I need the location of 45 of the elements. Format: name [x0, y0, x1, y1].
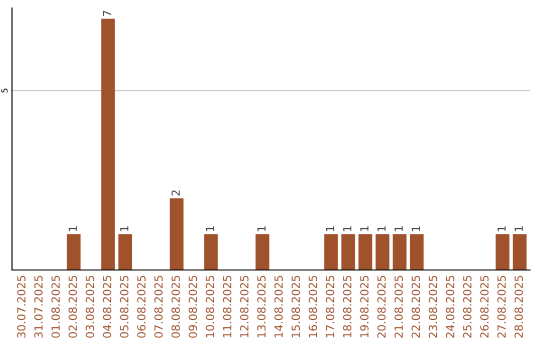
- x-tick-label: 05.08.2025: [120, 276, 128, 338]
- x-tick-label: 08.08.2025: [171, 276, 180, 338]
- data-label: 1: [326, 226, 334, 232]
- x-tick-label: 17.08.2025: [326, 276, 334, 338]
- x-tick-label: 10.08.2025: [206, 276, 214, 338]
- data-label: 1: [257, 226, 266, 232]
- x-tick-label: 03.08.2025: [86, 276, 94, 338]
- data-label: 2: [171, 190, 180, 196]
- x-tick-label: 06.08.2025: [137, 276, 146, 338]
- x-tick-label: 09.08.2025: [188, 276, 198, 338]
- data-label: 1: [120, 226, 128, 232]
- x-tick-label: 27.08.2025: [497, 276, 506, 338]
- x-tick-label: 23.08.2025: [428, 276, 438, 338]
- x-tick-label: 31.07.2025: [34, 276, 43, 338]
- x-tick-label: 02.08.2025: [68, 276, 77, 338]
- data-label: 1: [377, 226, 386, 232]
- x-tick-label: 20.08.2025: [377, 276, 386, 338]
- x-tick-label: 24.08.2025: [446, 276, 454, 338]
- x-tick-label: 14.08.2025: [274, 276, 283, 338]
- data-label: 1: [514, 226, 523, 232]
- x-tick-label: 22.08.2025: [412, 276, 420, 338]
- x-tick-label: 04.08.2025: [102, 276, 112, 338]
- x-tick-label: 13.08.2025: [257, 276, 266, 338]
- x-tick-label: 11.08.2025: [222, 276, 232, 338]
- x-tick-label: 16.08.2025: [308, 276, 318, 338]
- x-tick-label: 07.08.2025: [154, 276, 163, 338]
- data-label: 7: [103, 10, 112, 16]
- x-tick-label: 21.08.2025: [394, 276, 403, 338]
- x-tick-label: 28.08.2025: [514, 276, 523, 338]
- y-tick-label: 5: [1, 88, 8, 93]
- x-tick-label: 01.08.2025: [51, 276, 60, 338]
- x-tick-label: 12.08.2025: [240, 276, 248, 338]
- x-tick-label: 26.08.2025: [480, 276, 489, 338]
- data-label: 1: [412, 226, 420, 232]
- data-label: 1: [206, 226, 214, 232]
- x-tick-label: 25.08.2025: [463, 276, 472, 338]
- x-tick-label: 30.07.2025: [17, 276, 26, 338]
- x-tick-label: 19.08.2025: [360, 276, 369, 338]
- data-label: 1: [498, 226, 506, 232]
- data-label: 1: [68, 226, 77, 232]
- data-label: 1: [343, 226, 352, 232]
- x-tick-label: 18.08.2025: [343, 276, 352, 338]
- data-label: 1: [394, 226, 403, 232]
- data-label: 1: [360, 226, 368, 232]
- x-tick-label: 15.08.2025: [292, 276, 300, 338]
